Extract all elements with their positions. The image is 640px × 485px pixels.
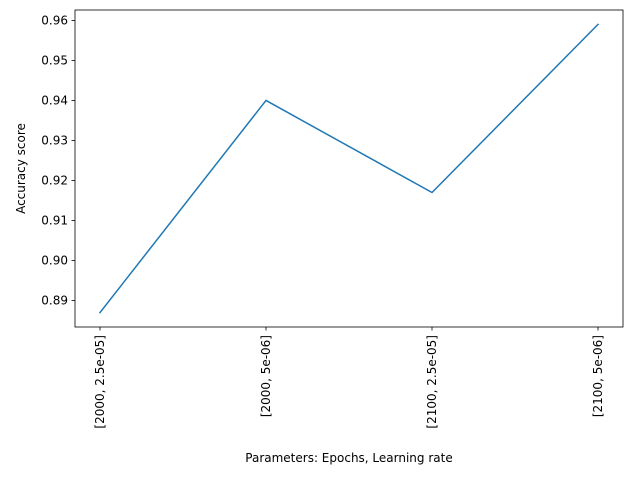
y-tick-label: 0.92	[41, 174, 68, 188]
x-axis-label: Parameters: Epochs, Learning rate	[245, 451, 452, 465]
y-tick-label: 0.90	[41, 254, 68, 268]
y-tick-label: 0.93	[41, 133, 68, 147]
x-tick-label: [2000, 5e-06]	[259, 335, 273, 417]
series-layer	[100, 24, 598, 312]
y-tick-label: 0.96	[41, 13, 68, 27]
y-tick-label: 0.89	[41, 294, 68, 308]
y-tick-label: 0.95	[41, 53, 68, 67]
series-line	[100, 24, 598, 312]
y-tick-label: 0.91	[41, 214, 68, 228]
y-tick-label: 0.94	[41, 93, 68, 107]
x-tick-label: [2100, 2.5e-05]	[425, 335, 439, 429]
x-tick-label: [2100, 5e-06]	[591, 335, 605, 417]
x-axis-ticks: [2000, 2.5e-05] [2000, 5e-06] [2100, 2.5e-…	[93, 327, 605, 429]
plot-frame	[75, 10, 623, 327]
x-tick-label: [2000, 2.5e-05]	[93, 335, 107, 429]
y-axis-ticks: 0.89 0.90 0.91 0.92 0.93 0.94 0.95 0.96	[41, 13, 75, 307]
y-axis-label: Accuracy score	[14, 123, 28, 214]
